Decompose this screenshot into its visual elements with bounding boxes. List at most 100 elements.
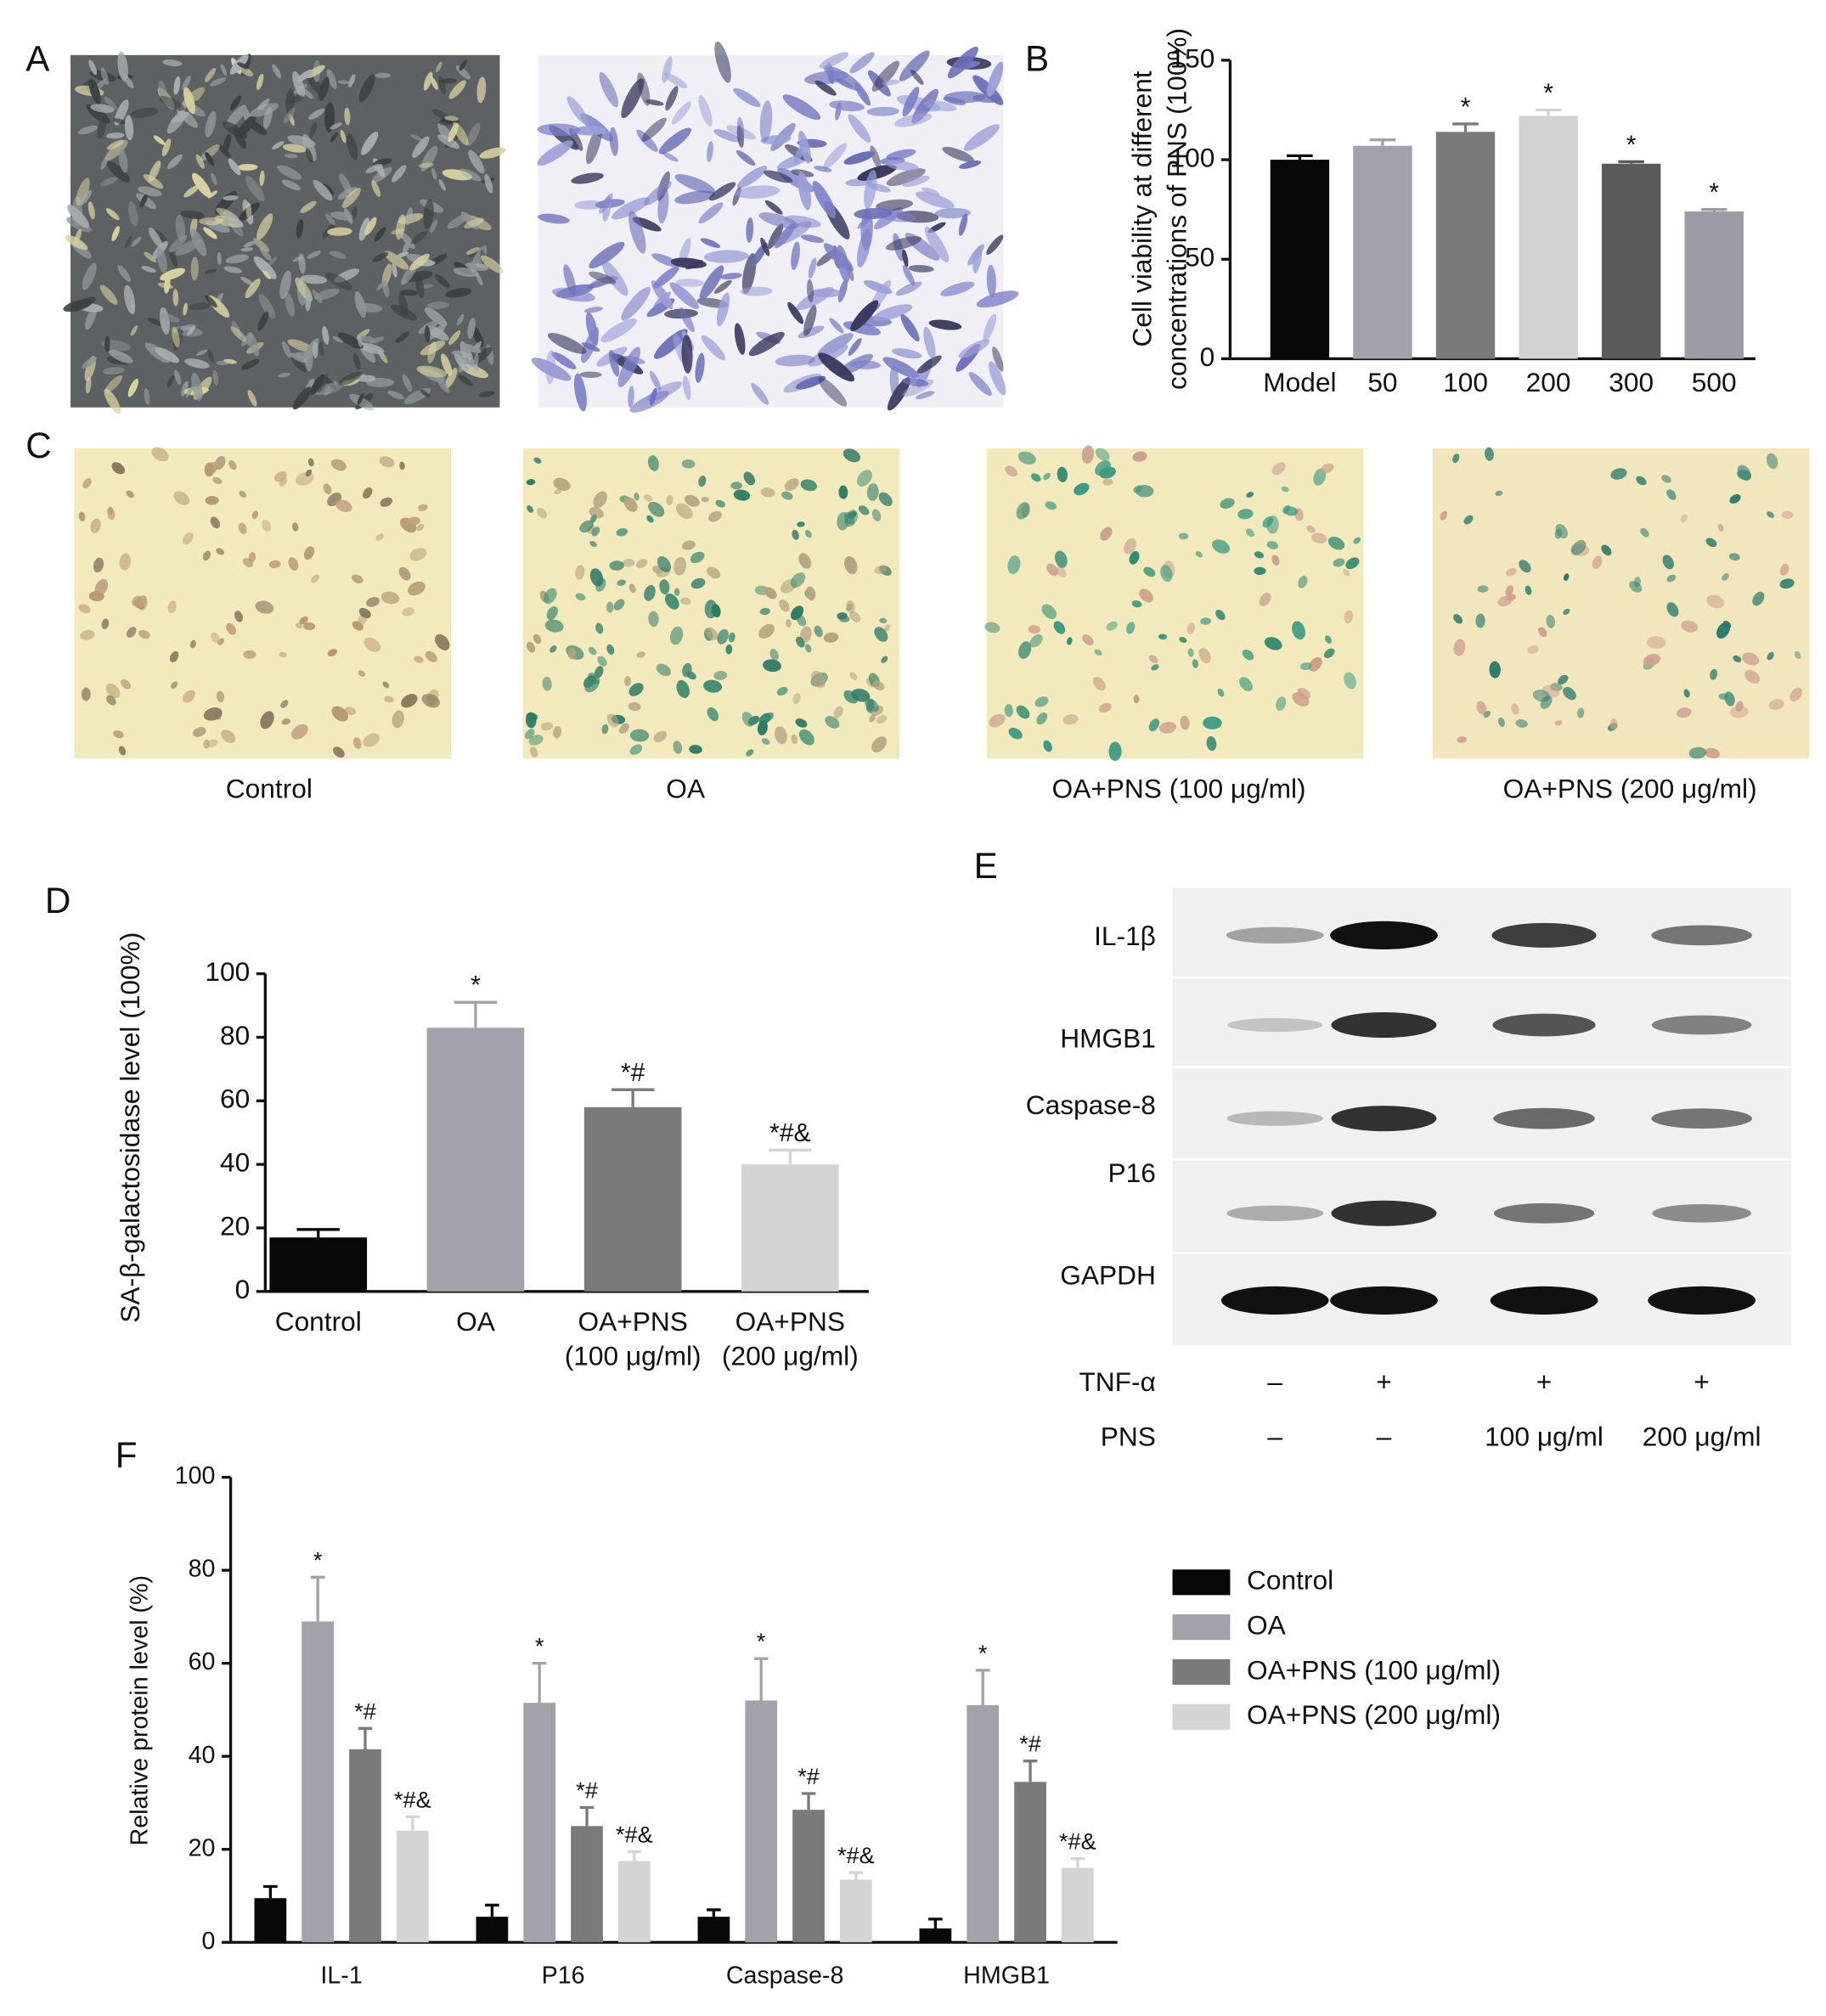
- cell: [849, 52, 875, 74]
- cell: [601, 260, 628, 296]
- cell: [99, 177, 118, 187]
- blot-band: [1493, 1107, 1595, 1129]
- cell: [713, 279, 732, 294]
- cell: [331, 706, 348, 722]
- cell: [869, 714, 876, 723]
- cell: [944, 91, 986, 104]
- cell: [1143, 566, 1156, 577]
- cell: [253, 238, 270, 252]
- cell: [128, 200, 138, 227]
- cell: [1029, 634, 1043, 648]
- cell: [617, 346, 641, 387]
- cell: [104, 335, 110, 352]
- cell: [268, 560, 281, 569]
- cell: [846, 603, 853, 611]
- y-tick-label: 0: [202, 1928, 216, 1955]
- cell: [364, 637, 381, 652]
- cell: [183, 532, 194, 545]
- cell: [1062, 714, 1079, 725]
- cell: [1133, 485, 1143, 493]
- cell: [468, 249, 481, 258]
- condition-value: +: [1694, 1366, 1709, 1397]
- cell: [1485, 447, 1494, 461]
- cell: [1041, 604, 1057, 619]
- cell: [837, 512, 849, 531]
- cell: [374, 227, 386, 242]
- cell: [972, 245, 983, 273]
- cell: [544, 588, 557, 605]
- significance-label: *#: [797, 1763, 820, 1789]
- cell: [871, 736, 887, 753]
- cell: [606, 601, 614, 613]
- cell: [107, 509, 116, 521]
- cell: [169, 650, 179, 663]
- cell: [585, 312, 599, 346]
- cell: [369, 336, 385, 344]
- cell: [1505, 585, 1514, 596]
- cell: [863, 280, 893, 295]
- cell: [800, 479, 818, 492]
- cell: [1601, 544, 1612, 556]
- cell: [774, 726, 787, 745]
- x-tick-label: OA: [456, 1306, 496, 1337]
- cell: [223, 195, 239, 201]
- legend-swatch: [1172, 1569, 1231, 1596]
- cell: [636, 651, 646, 658]
- cell: [848, 338, 862, 356]
- cell: [1457, 736, 1467, 743]
- cell: [229, 95, 242, 111]
- cell: [138, 629, 150, 639]
- cell: [812, 181, 837, 218]
- cell: [784, 215, 821, 228]
- cell: [1767, 511, 1775, 518]
- cell: [225, 104, 247, 128]
- cell: [99, 284, 118, 305]
- x-tick-label: Caspase-8: [726, 1963, 844, 1990]
- cell: [617, 579, 627, 586]
- cell: [312, 341, 318, 358]
- cell: [305, 293, 312, 312]
- cell: [1629, 581, 1643, 593]
- y-tick-label: 40: [189, 1742, 216, 1769]
- cell: [1563, 573, 1570, 582]
- cell: [1661, 475, 1671, 483]
- cell: [365, 164, 383, 173]
- cell: [66, 205, 89, 228]
- cell: [546, 606, 558, 621]
- cell: [325, 272, 352, 290]
- blot-band: [1651, 1108, 1752, 1129]
- cell: [100, 155, 109, 170]
- cell: [214, 709, 222, 720]
- panel-label: A: [25, 39, 50, 79]
- cell: [679, 307, 695, 333]
- cell: [782, 94, 821, 121]
- bar: [1684, 211, 1744, 359]
- cell: [665, 86, 679, 111]
- y-tick-label: 100: [205, 956, 250, 987]
- cell: [113, 730, 124, 739]
- cell: [423, 71, 433, 91]
- blot-band: [1652, 1203, 1752, 1223]
- cell: [575, 565, 585, 580]
- cell: [1646, 636, 1666, 650]
- cell: [1511, 703, 1519, 715]
- cell: [312, 289, 323, 304]
- cell: [476, 76, 487, 104]
- cell: [1008, 728, 1023, 740]
- cell: [278, 372, 291, 378]
- cell: [1158, 634, 1167, 640]
- cell: [717, 628, 729, 645]
- cell: [309, 121, 318, 138]
- cell: [223, 133, 232, 154]
- cell: [838, 485, 848, 499]
- cell: [332, 335, 343, 343]
- cell: [302, 133, 317, 161]
- bar: [254, 1898, 287, 1943]
- blot-band: [1227, 1017, 1323, 1033]
- cell: [223, 211, 244, 228]
- cell: [843, 448, 861, 463]
- cell: [681, 335, 693, 374]
- cell: [624, 676, 631, 686]
- cell: [243, 650, 256, 659]
- bar: [1353, 145, 1412, 359]
